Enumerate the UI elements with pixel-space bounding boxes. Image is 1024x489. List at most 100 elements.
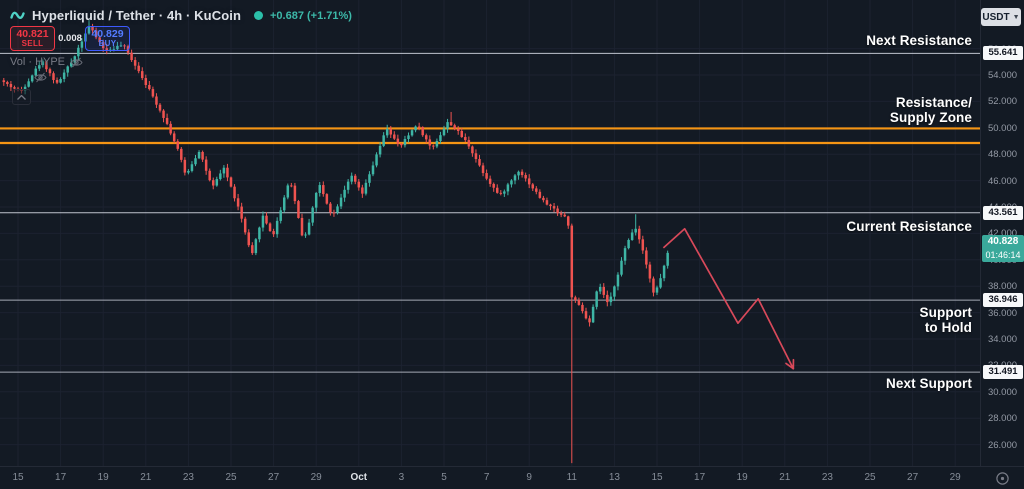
candle-body [496, 187, 499, 193]
candle-body [481, 165, 485, 174]
current-price-value: 40.828 [987, 236, 1019, 248]
candle-body [212, 180, 215, 186]
candle-body [350, 175, 353, 182]
candle-body [417, 126, 421, 128]
bar-countdown: 01:46:14 [985, 250, 1021, 261]
candle-body [261, 215, 265, 228]
volume-indicator-label[interactable]: Vol · HYPE [10, 56, 66, 68]
candle-body [425, 135, 428, 140]
candle-body [662, 265, 666, 279]
buy-button[interactable]: 40.829 BUY [85, 26, 130, 51]
candle-body [236, 198, 240, 207]
candle-body [634, 228, 637, 233]
time-tick-label: 21 [140, 472, 152, 483]
candle-body [559, 213, 563, 215]
candle-body [641, 239, 645, 251]
candle-body [488, 178, 492, 184]
candle-body [318, 185, 321, 193]
candle-body [233, 186, 236, 199]
candle-body [361, 187, 364, 194]
eye-hidden-icon[interactable] [70, 57, 83, 68]
candle-body [329, 203, 332, 213]
sell-button[interactable]: 40.821 SELL [10, 26, 55, 51]
candle-body [336, 206, 339, 213]
candle-body [80, 41, 84, 48]
time-scale[interactable]: 15 17 19 21 23 25 27 29 Oct 3 5 7 9 11 13 15 17 19 21 23 25 2… [0, 466, 1024, 489]
candle-body [194, 158, 197, 165]
time-tick-label: 21 [779, 472, 791, 483]
symbol-title[interactable]: Hyperliquid / Tether · 4h · KuCoin [32, 8, 241, 23]
candle-body [304, 234, 307, 236]
candle-body [410, 130, 414, 136]
sr-lines-layer[interactable] [0, 52, 980, 373]
candle-body [204, 159, 208, 171]
candle-body [155, 96, 158, 105]
projection-drawing[interactable] [662, 227, 795, 370]
candle-body [389, 128, 392, 135]
candle-body [428, 139, 432, 146]
candle-body [368, 174, 371, 183]
candle-body [485, 173, 488, 179]
candle-body [606, 294, 609, 303]
candle-body [439, 135, 442, 142]
candle-body [130, 52, 133, 61]
candle-body [133, 60, 137, 66]
currency-label: USDT [982, 11, 1010, 23]
price-change: +0.687 (+1.71%) [270, 9, 352, 22]
time-tick-label: 11 [566, 472, 577, 483]
sr-price-badge: 36.946 [983, 293, 1023, 308]
time-tick-label: 9 [526, 472, 532, 483]
candle-body [435, 141, 439, 147]
price-tick-label: 26.000 [987, 439, 1018, 451]
price-tick-label: 28.000 [987, 413, 1018, 425]
supply-zone[interactable] [0, 127, 980, 145]
price-tick-label: 46.000 [987, 175, 1018, 187]
candle-body [538, 191, 542, 198]
timezone-settings-button[interactable] [994, 470, 1011, 487]
candle-body [279, 210, 282, 221]
price-tick-label: 34.000 [987, 334, 1018, 345]
candle-body [2, 80, 6, 83]
eye-hidden-icon[interactable] [34, 72, 47, 83]
candle-body [254, 239, 258, 254]
chart-canvas[interactable] [0, 0, 980, 466]
price-scale[interactable]: USDT ▼ 56.00054.00052.00050.00048.00046.… [980, 0, 1024, 466]
candle-body [307, 222, 311, 235]
candle-body [442, 128, 446, 136]
candle-body [283, 197, 286, 211]
buy-label: BUY [98, 39, 117, 49]
candle-body [226, 167, 229, 178]
order-panel: 40.821 SELL 0.008 40.829 BUY [10, 26, 130, 51]
candle-body [148, 85, 151, 90]
time-tick-label: 17 [55, 472, 67, 483]
candle-body [375, 154, 378, 166]
candle-body [453, 125, 456, 129]
candle-body [577, 299, 581, 305]
candle-body [584, 311, 588, 319]
collapse-legend-button[interactable] [12, 89, 31, 105]
candle-body [467, 140, 471, 147]
arrowhead-icon [785, 362, 795, 370]
candle-body [655, 287, 659, 293]
price-tick-label: 30.000 [987, 386, 1018, 398]
candle-body [364, 182, 368, 194]
candle-body [98, 37, 101, 43]
candle-body [314, 192, 318, 208]
candle-body [322, 185, 325, 195]
candle-body [144, 78, 148, 86]
candle-body [265, 215, 268, 224]
projection-line [662, 227, 795, 370]
candle-body [268, 223, 272, 232]
candle-body [66, 66, 69, 73]
candle-body [240, 206, 243, 219]
candle-body [630, 232, 634, 240]
candle-body [382, 135, 385, 146]
candle-body [325, 194, 329, 204]
candle-body [666, 252, 669, 266]
candle-body [570, 225, 574, 298]
candle-body [9, 83, 13, 88]
currency-selector-button[interactable]: USDT ▼ [981, 8, 1021, 26]
price-tick-label: 52.000 [987, 96, 1018, 108]
annotation-text: Support to Hold [919, 304, 972, 335]
price-tick-label: 42.000 [987, 228, 1018, 240]
